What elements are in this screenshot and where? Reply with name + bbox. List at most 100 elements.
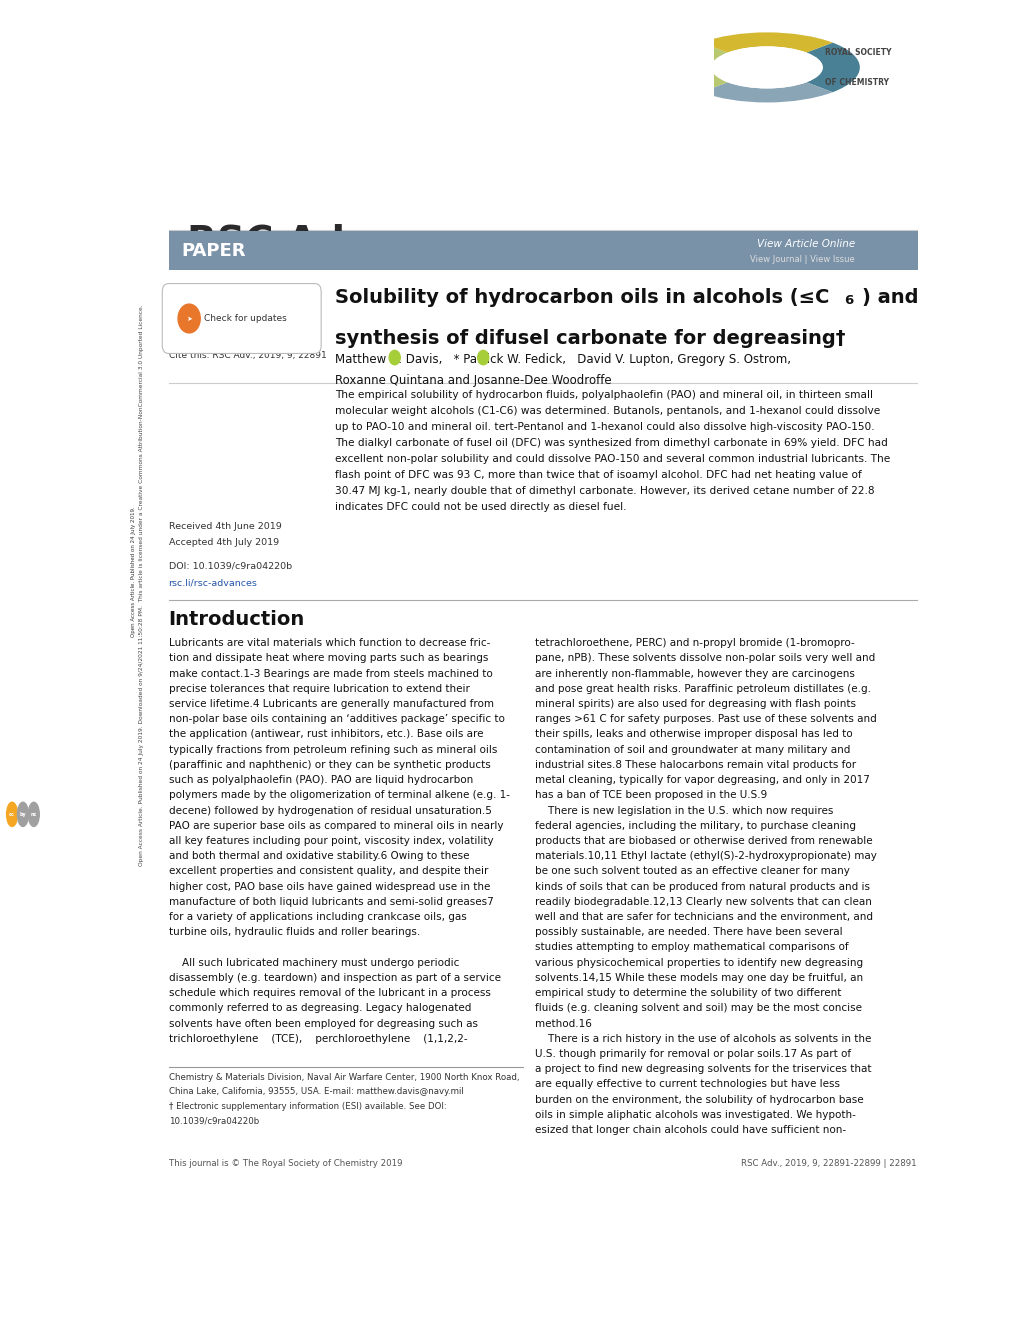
Text: commonly referred to as degreasing. Legacy halogenated: commonly referred to as degreasing. Lega…: [168, 1004, 471, 1013]
Text: metal cleaning, typically for vapor degreasing, and only in 2017: metal cleaning, typically for vapor degr…: [535, 776, 869, 785]
Wedge shape: [701, 83, 832, 103]
Text: typically fractions from petroleum refining such as mineral oils: typically fractions from petroleum refin…: [168, 745, 496, 754]
Wedge shape: [674, 43, 727, 92]
Text: schedule which requires removal of the lubricant in a process: schedule which requires removal of the l…: [168, 988, 490, 999]
Text: Chemistry & Materials Division, Naval Air Warfare Center, 1900 North Knox Road,: Chemistry & Materials Division, Naval Ai…: [168, 1073, 519, 1083]
Text: Received 4th June 2019: Received 4th June 2019: [168, 522, 281, 531]
Text: nc: nc: [31, 812, 37, 817]
Circle shape: [28, 801, 40, 828]
Text: various physicochemical properties to identify new degreasing: various physicochemical properties to id…: [535, 957, 863, 968]
Circle shape: [477, 350, 488, 364]
Text: The empirical solubility of hydrocarbon fluids, polyalphaolefin (PAO) and minera: The empirical solubility of hydrocarbon …: [335, 390, 872, 400]
Text: RSC Adv., 2019, 9, 22891-22899 | 22891: RSC Adv., 2019, 9, 22891-22899 | 22891: [740, 1159, 915, 1168]
Text: 10.1039/c9ra04220b: 10.1039/c9ra04220b: [168, 1116, 259, 1125]
Text: Roxanne Quintana and Josanne-Dee Woodroffe: Roxanne Quintana and Josanne-Dee Woodrof…: [335, 374, 611, 387]
Text: Lubricants are vital materials which function to decrease fric-: Lubricants are vital materials which fun…: [168, 638, 489, 649]
Text: service lifetime.4 Lubricants are generally manufactured from: service lifetime.4 Lubricants are genera…: [168, 700, 493, 709]
Text: excellent non-polar solubility and could dissolve PAO-150 and several common ind: excellent non-polar solubility and could…: [335, 454, 890, 465]
Text: esized that longer chain alcohols could have sufficient non-: esized that longer chain alcohols could …: [535, 1125, 846, 1135]
Circle shape: [710, 47, 822, 88]
Text: Matthew C. Davis,   * Patrick W. Fedick,   David V. Lupton, Gregory S. Ostrom,: Matthew C. Davis, * Patrick W. Fedick, D…: [335, 354, 791, 366]
Text: U.S. though primarily for removal or polar soils.17 As part of: U.S. though primarily for removal or pol…: [535, 1049, 851, 1059]
Text: Introduction: Introduction: [168, 610, 305, 629]
Text: kinds of soils that can be produced from natural products and is: kinds of soils that can be produced from…: [535, 881, 869, 892]
Text: All such lubricated machinery must undergo periodic: All such lubricated machinery must under…: [168, 957, 459, 968]
Text: make contact.1-3 Bearings are made from steels machined to: make contact.1-3 Bearings are made from …: [168, 669, 492, 678]
Text: solvents have often been employed for degreasing such as: solvents have often been employed for de…: [168, 1019, 477, 1028]
Text: such as polyalphaolefin (PAO). PAO are liquid hydrocarbon: such as polyalphaolefin (PAO). PAO are l…: [168, 776, 473, 785]
Text: the application (antiwear, rust inhibitors, etc.). Base oils are: the application (antiwear, rust inhibito…: [168, 729, 483, 740]
Text: are inherently non-flammable, however they are carcinogens: are inherently non-flammable, however th…: [535, 669, 855, 678]
Text: their spills, leaks and otherwise improper disposal has led to: their spills, leaks and otherwise improp…: [535, 729, 852, 740]
Text: ROYAL SOCIETY: ROYAL SOCIETY: [824, 48, 891, 57]
Text: Check for updates: Check for updates: [204, 314, 286, 323]
Text: has a ban of TCE been proposed in the U.S.9: has a ban of TCE been proposed in the U.…: [535, 790, 767, 801]
Text: China Lake, California, 93555, USA. E-mail: matthew.davis@navy.mil: China Lake, California, 93555, USA. E-ma…: [168, 1088, 463, 1096]
Text: (paraffinic and naphthenic) or they can be synthetic products: (paraffinic and naphthenic) or they can …: [168, 760, 490, 770]
Text: are equally effective to current technologies but have less: are equally effective to current technol…: [535, 1080, 840, 1089]
Text: excellent properties and consistent quality, and despite their: excellent properties and consistent qual…: [168, 866, 487, 876]
Text: and pose great health risks. Paraffinic petroleum distillates (e.g.: and pose great health risks. Paraffinic …: [535, 684, 870, 694]
Text: ) and: ) and: [861, 287, 917, 307]
Text: precise tolerances that require lubrication to extend their: precise tolerances that require lubricat…: [168, 684, 469, 694]
Text: possibly sustainable, are needed. There have been several: possibly sustainable, are needed. There …: [535, 928, 842, 937]
Text: fluids (e.g. cleaning solvent and soil) may be the most concise: fluids (e.g. cleaning solvent and soil) …: [535, 1004, 861, 1013]
Text: View Article Online: View Article Online: [756, 239, 854, 248]
Text: ➤: ➤: [186, 315, 192, 322]
Text: and both thermal and oxidative stability.6 Owing to these: and both thermal and oxidative stability…: [168, 852, 469, 861]
Text: indicates DFC could not be used directly as diesel fuel.: indicates DFC could not be used directly…: [335, 502, 627, 513]
Text: This journal is © The Royal Society of Chemistry 2019: This journal is © The Royal Society of C…: [168, 1159, 401, 1168]
Text: contamination of soil and groundwater at many military and: contamination of soil and groundwater at…: [535, 745, 850, 754]
Text: turbine oils, hydraulic fluids and roller bearings.: turbine oils, hydraulic fluids and rolle…: [168, 928, 420, 937]
Text: federal agencies, including the military, to purchase cleaning: federal agencies, including the military…: [535, 821, 856, 830]
Text: There is new legislation in the U.S. which now requires: There is new legislation in the U.S. whi…: [535, 805, 833, 816]
Text: 30.47 MJ kg-1, nearly double that of dimethyl carbonate. However, its derived ce: 30.47 MJ kg-1, nearly double that of dim…: [335, 486, 874, 497]
Text: cc: cc: [9, 812, 15, 817]
Text: oils in simple aliphatic alcohols was investigated. We hypoth-: oils in simple aliphatic alcohols was in…: [535, 1109, 855, 1120]
Text: burden on the environment, the solubility of hydrocarbon base: burden on the environment, the solubilit…: [535, 1095, 863, 1104]
Text: industrial sites.8 These halocarbons remain vital products for: industrial sites.8 These halocarbons rem…: [535, 760, 856, 770]
Circle shape: [178, 304, 200, 332]
Text: mineral spirits) are also used for degreasing with flash points: mineral spirits) are also used for degre…: [535, 700, 856, 709]
Wedge shape: [701, 32, 832, 52]
Text: 6: 6: [843, 294, 852, 307]
Text: Open Access Article. Published on 24 July 2019. Downloaded on 9/24/2021 11:50:28: Open Access Article. Published on 24 Jul…: [139, 304, 144, 865]
Text: all key features including pour point, viscosity index, volatility: all key features including pour point, v…: [168, 836, 493, 846]
Text: rsc.li/rsc-advances: rsc.li/rsc-advances: [168, 578, 257, 587]
Text: a project to find new degreasing solvents for the triservices that: a project to find new degreasing solvent…: [535, 1064, 871, 1075]
Text: PAPER: PAPER: [181, 242, 246, 260]
Text: materials.10,11 Ethyl lactate (ethyl(S)-2-hydroxypropionate) may: materials.10,11 Ethyl lactate (ethyl(S)-…: [535, 852, 876, 861]
Circle shape: [6, 801, 18, 828]
Text: tetrachloroethene, PERC) and n-propyl bromide (1-bromopro-: tetrachloroethene, PERC) and n-propyl br…: [535, 638, 854, 649]
Text: DOI: 10.1039/c9ra04220b: DOI: 10.1039/c9ra04220b: [168, 561, 291, 570]
Text: disassembly (e.g. teardown) and inspection as part of a service: disassembly (e.g. teardown) and inspecti…: [168, 973, 500, 983]
Text: polymers made by the oligomerization of terminal alkene (e.g. 1-: polymers made by the oligomerization of …: [168, 790, 510, 801]
FancyBboxPatch shape: [162, 283, 321, 354]
Text: flash point of DFC was 93 C, more than twice that of isoamyl alcohol. DFC had ne: flash point of DFC was 93 C, more than t…: [335, 470, 861, 481]
Text: pane, nPB). These solvents dissolve non-polar soils very well and: pane, nPB). These solvents dissolve non-…: [535, 653, 874, 663]
Text: There is a rich history in the use of alcohols as solvents in the: There is a rich history in the use of al…: [535, 1033, 871, 1044]
Circle shape: [16, 801, 30, 828]
Text: well and that are safer for technicians and the environment, and: well and that are safer for technicians …: [535, 912, 872, 922]
Text: synthesis of difusel carbonate for degreasing†: synthesis of difusel carbonate for degre…: [335, 328, 845, 348]
Text: The dialkyl carbonate of fusel oil (DFC) was synthesized from dimethyl carbonate: The dialkyl carbonate of fusel oil (DFC)…: [335, 438, 888, 449]
Text: non-polar base oils containing an ‘additives package’ specific to: non-polar base oils containing an ‘addit…: [168, 714, 504, 725]
Text: Accepted 4th July 2019: Accepted 4th July 2019: [168, 538, 278, 547]
Text: tion and dissipate heat where moving parts such as bearings: tion and dissipate heat where moving par…: [168, 653, 487, 663]
Text: readily biodegradable.12,13 Clearly new solvents that can clean: readily biodegradable.12,13 Clearly new …: [535, 897, 871, 906]
Bar: [127, 238, 165, 1116]
Text: empirical study to determine the solubility of two different: empirical study to determine the solubil…: [535, 988, 841, 999]
Text: molecular weight alcohols (C1-C6) was determined. Butanols, pentanols, and 1-hex: molecular weight alcohols (C1-C6) was de…: [335, 406, 879, 417]
Text: OF CHEMISTRY: OF CHEMISTRY: [824, 77, 889, 87]
Text: View Journal | View Issue: View Journal | View Issue: [749, 255, 854, 264]
Text: higher cost, PAO base oils have gained widespread use in the: higher cost, PAO base oils have gained w…: [168, 881, 489, 892]
Text: decene) followed by hydrogenation of residual unsaturation.5: decene) followed by hydrogenation of res…: [168, 805, 491, 816]
Bar: [168, 231, 917, 270]
Text: products that are biobased or otherwise derived from renewable: products that are biobased or otherwise …: [535, 836, 872, 846]
Text: be one such solvent touted as an effective cleaner for many: be one such solvent touted as an effecti…: [535, 866, 850, 876]
Text: Open Access Article. Published on 24 July 2019.: Open Access Article. Published on 24 Jul…: [131, 506, 137, 637]
Text: studies attempting to employ mathematical comparisons of: studies attempting to employ mathematica…: [535, 943, 848, 952]
Text: Cite this: RSC Adv., 2019, 9, 22891: Cite this: RSC Adv., 2019, 9, 22891: [168, 351, 326, 360]
Text: manufacture of both liquid lubricants and semi-solid greases7: manufacture of both liquid lubricants an…: [168, 897, 493, 906]
Text: solvents.14,15 While these models may one day be fruitful, an: solvents.14,15 While these models may on…: [535, 973, 863, 983]
